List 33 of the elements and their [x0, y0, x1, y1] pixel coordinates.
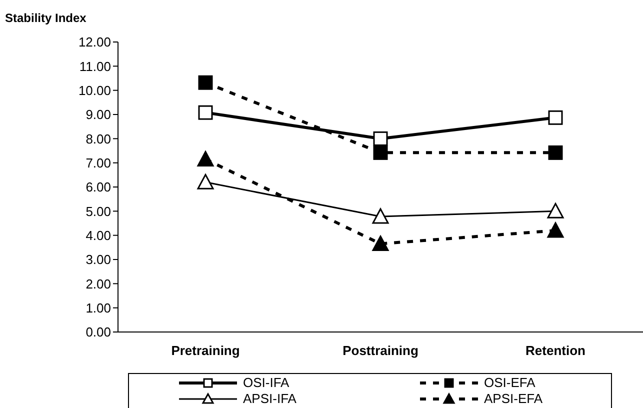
- y-tick-label: 6.00: [86, 180, 111, 195]
- y-tick-label: 10.00: [78, 82, 111, 98]
- x-tick-label: Posttraining: [342, 343, 418, 358]
- y-tick-label: 5.00: [86, 204, 111, 219]
- point: [548, 145, 563, 160]
- x-tick-label: Retention: [526, 343, 586, 358]
- x-tick-label: Pretraining: [171, 343, 240, 358]
- legend-label: APSI-EFA: [484, 391, 543, 407]
- point: [372, 236, 389, 252]
- point: [547, 222, 564, 238]
- y-tick-label: 3.00: [86, 252, 111, 268]
- point: [548, 110, 563, 125]
- point: [373, 131, 388, 146]
- legend-label: OSI-IFA: [243, 375, 290, 391]
- point: [372, 208, 389, 224]
- y-tick-label: 2.00: [86, 276, 111, 292]
- y-tick-label: 4.00: [86, 228, 111, 243]
- y-tick-label: 8.00: [86, 131, 111, 146]
- point: [198, 75, 213, 90]
- legend-label: APSI-IFA: [243, 391, 296, 407]
- point: [197, 150, 214, 166]
- point: [198, 105, 213, 120]
- y-tick-label: 12.00: [78, 34, 111, 50]
- y-tick-label: 9.00: [86, 107, 111, 122]
- legend-label: OSI-EFA: [484, 375, 536, 391]
- y-tick-label: 11.00: [79, 58, 111, 74]
- point: [197, 174, 214, 190]
- point: [373, 145, 388, 160]
- y-tick-label: 1.00: [86, 300, 111, 316]
- point: [547, 202, 564, 218]
- y-axis-title: Stability Index: [5, 11, 86, 25]
- y-tick-label: 7.00: [86, 155, 111, 170]
- y-tick-label: 0.00: [86, 324, 111, 340]
